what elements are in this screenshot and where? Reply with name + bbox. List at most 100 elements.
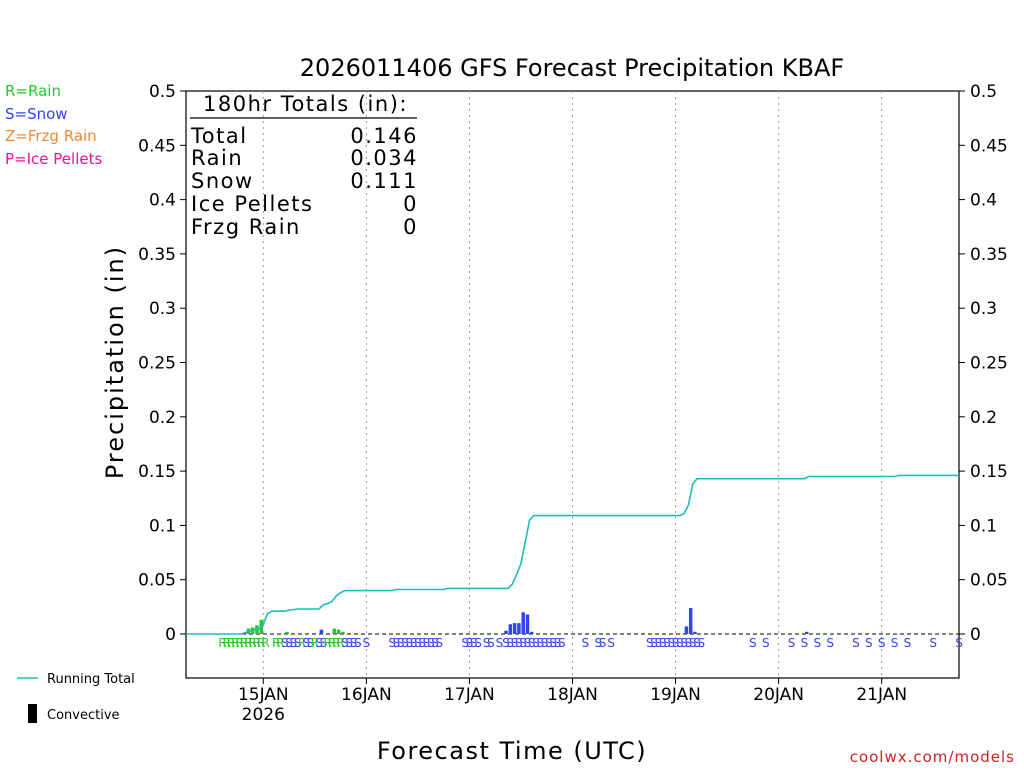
y-tick-label-right: 0.5 (970, 82, 997, 102)
ptype-marker: S (436, 636, 444, 650)
y-tick-label: 0.05 (138, 571, 176, 591)
y-tick-label: 0.15 (138, 462, 176, 482)
ptype-marker: R (218, 636, 226, 650)
ptype-marker: S (511, 636, 519, 650)
y-tick-label: 0.35 (138, 245, 176, 265)
legend-snow: S=Snow (5, 105, 68, 123)
ptype-marker: S (813, 636, 821, 650)
ptype-marker: S (285, 636, 293, 650)
y-tick-label-right: 0.25 (970, 354, 1008, 374)
ptype-marker: R (231, 636, 239, 650)
ptype-marker: R (240, 636, 248, 650)
precip-bar (319, 629, 324, 634)
legend-running-total: Running Total (47, 672, 135, 687)
totals-value-snow: 0.111 (350, 169, 418, 193)
totals-value-ice-pellets: 0 (403, 192, 418, 216)
y-tick-label-right: 0.4 (970, 191, 997, 211)
ptype-marker: S (418, 636, 426, 650)
credit-text: coolwx.com/models (850, 748, 1015, 766)
y-tick-label-right: 0.05 (970, 571, 1008, 591)
ptype-marker: R (311, 636, 319, 650)
x-axis-label: Forecast Time (UTC) (377, 737, 647, 765)
ptype-marker: S (519, 636, 527, 650)
precip-bar (530, 631, 534, 634)
ptype-marker: S (401, 636, 409, 650)
ptype-marker: S (294, 636, 302, 650)
precip-bar (332, 628, 337, 634)
ptype-marker: S (431, 636, 439, 650)
ptype-marker: R (276, 636, 284, 650)
precip-bar (336, 629, 341, 634)
ptype-marker: S (341, 636, 349, 650)
totals-label-frzg-rain: Frzg Rain (191, 215, 301, 239)
ptype-marker: S (315, 636, 323, 650)
x-tick-label: 15JAN (238, 685, 289, 705)
ptype-marker: S (549, 636, 557, 650)
legend-convective-swatch (28, 704, 37, 723)
ptype-marker: S (397, 636, 405, 650)
y-tick-label-right: 0.3 (970, 299, 997, 319)
precip-bar (517, 623, 521, 634)
ptype-marker: S (788, 636, 796, 650)
ptype-marker: S (929, 636, 937, 650)
totals-label-total: Total (190, 124, 248, 148)
precip-bar (521, 612, 525, 634)
ptype-marker: S (302, 636, 310, 650)
ptype-marker: S (655, 636, 663, 650)
running-total-line (186, 474, 959, 635)
ptype-marker: S (281, 636, 289, 650)
ptype-marker: S (502, 636, 510, 650)
ptype-marker: S (405, 636, 413, 650)
ptype-marker: R (227, 636, 235, 650)
ptype-marker: S (667, 636, 675, 650)
x-tick-label: 18JAN (547, 685, 598, 705)
x-tick-label: 19JAN (650, 685, 701, 705)
ptype-marker: S (536, 636, 544, 650)
precip-bar (804, 631, 809, 634)
y-tick-label-right: 0.1 (970, 516, 997, 536)
ptype-marker: S (891, 636, 899, 650)
ptype-marker: S (689, 636, 697, 650)
ptype-marker: R (332, 636, 340, 650)
totals-label-ice-pellets: Ice Pellets (191, 192, 313, 216)
ptype-marker: S (470, 636, 478, 650)
ptype-marker: S (878, 636, 886, 650)
y-axis-label: Precipitation (in) (101, 245, 129, 479)
ptype-marker: S (532, 636, 540, 650)
totals-label-rain: Rain (191, 146, 243, 170)
ptype-marker: S (515, 636, 523, 650)
ptype-marker: S (393, 636, 401, 650)
ptype-marker: S (496, 636, 504, 650)
ptype-marker: S (461, 636, 469, 650)
ptype-marker: S (414, 636, 422, 650)
y-tick-label-right: 0 (970, 625, 981, 645)
ptype-marker: S (801, 636, 809, 650)
ptype-marker: S (594, 636, 602, 650)
ptype-marker: S (749, 636, 757, 650)
ptype-marker: S (672, 636, 680, 650)
y-tick-label-right: 0.2 (970, 408, 997, 428)
ptype-marker: S (663, 636, 671, 650)
ptype-marker: S (483, 636, 491, 650)
ptype-marker: S (290, 636, 298, 650)
precip-bar (525, 614, 530, 634)
ptype-marker: R (253, 636, 261, 650)
ptype-marker: S (474, 636, 482, 650)
ptype-marker: S (388, 636, 396, 650)
y-tick-label: 0.5 (149, 82, 176, 102)
ptype-marker: S (427, 636, 435, 650)
ptype-marker: S (506, 636, 514, 650)
ptype-marker: S (541, 636, 549, 650)
ptype-marker: S (865, 636, 873, 650)
ptype-marker: S (410, 636, 418, 650)
totals-value-frzg-rain: 0 (403, 215, 418, 239)
y-tick-label: 0.1 (149, 516, 176, 536)
ptype-marker: S (345, 636, 353, 650)
ptype-marker: R (223, 636, 231, 650)
ptype-marker: R (257, 636, 265, 650)
ptype-marker: S (680, 636, 688, 650)
ptype-marker: S (466, 636, 474, 650)
ptype-marker: S (307, 636, 315, 650)
totals-label-snow: Snow (191, 169, 254, 193)
